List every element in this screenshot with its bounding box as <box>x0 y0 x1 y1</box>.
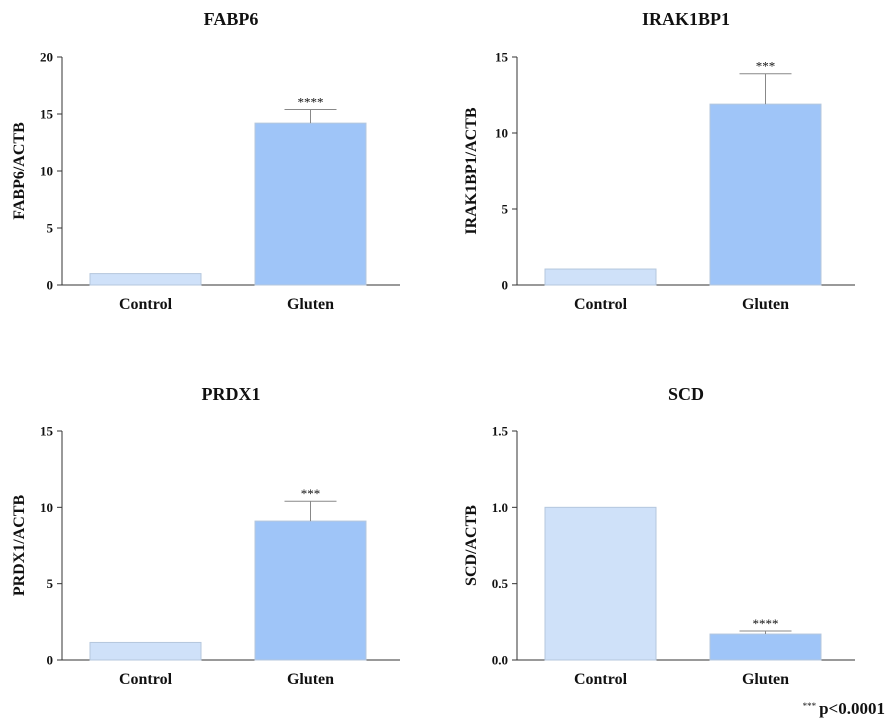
y-tick-label: 15 <box>495 50 509 65</box>
chart-irak1bp1: IRAK1BP1 IRAK1BP1/ACTB 0 5 10 15 Control *** Glu… <box>463 9 855 313</box>
x-tick-label: Control <box>574 296 628 313</box>
bar-gluten <box>254 122 367 286</box>
chart-prdx1: PRDX1 PRDX1/ACTB 0 5 10 15 Control *** Gluten <box>11 384 400 688</box>
y-tick-label: 5 <box>502 202 509 217</box>
footnote-text: p<0.0001 <box>819 699 885 718</box>
bar-control <box>544 268 657 286</box>
significance-footnote: *** p<0.0001 <box>803 699 885 719</box>
y-tick-label: 0 <box>47 653 54 668</box>
footnote-stars: *** <box>802 701 817 711</box>
y-tick-label: 5 <box>47 576 54 591</box>
y-tick-label: 10 <box>40 500 53 515</box>
significance-label: *** <box>301 486 321 501</box>
chart-scd: SCD SCD/ACTB 0.0 0.5 1.0 1.5 Control **** Gluten <box>463 384 855 688</box>
chart-title: PRDX1 <box>202 384 261 404</box>
bar-control <box>89 641 202 661</box>
y-tick-label: 5 <box>47 221 54 236</box>
y-tick-label: 0.5 <box>492 576 509 591</box>
x-tick-label: Gluten <box>742 671 789 688</box>
chart-title: SCD <box>668 384 704 404</box>
x-tick-label: Control <box>574 671 628 688</box>
y-tick-label: 20 <box>40 50 53 65</box>
y-tick-label: 15 <box>40 424 54 439</box>
y-tick-label: 0 <box>502 278 509 293</box>
bar-gluten <box>254 520 367 661</box>
x-tick-label: Control <box>119 671 173 688</box>
bar-control <box>89 273 202 286</box>
x-tick-label: Control <box>119 296 173 313</box>
x-tick-label: Gluten <box>287 671 334 688</box>
y-tick-label: 10 <box>495 126 508 141</box>
y-axis-label: PRDX1/ACTB <box>11 495 28 597</box>
significance-label: *** <box>756 59 776 74</box>
bar-gluten <box>709 103 822 286</box>
y-axis-label: FABP6/ACTB <box>11 122 28 220</box>
y-axis-label: IRAK1BP1/ACTB <box>463 107 480 234</box>
chart-fabp6: FABP6 FABP6/ACTB 0 5 10 15 20 Control **** Gluten <box>11 9 400 313</box>
bar-control <box>544 506 657 661</box>
chart-title: FABP6 <box>204 9 259 29</box>
bar-gluten <box>709 633 822 661</box>
y-tick-label: 1.0 <box>492 500 508 515</box>
y-axis-label: SCD/ACTB <box>463 505 480 586</box>
y-tick-label: 0.0 <box>492 653 508 668</box>
y-tick-label: 0 <box>47 278 54 293</box>
y-tick-label: 1.5 <box>492 424 509 439</box>
x-tick-label: Gluten <box>287 296 334 313</box>
y-tick-label: 15 <box>40 107 54 122</box>
y-tick-label: 10 <box>40 164 53 179</box>
x-tick-label: Gluten <box>742 296 789 313</box>
significance-label: **** <box>753 616 779 631</box>
chart-title: IRAK1BP1 <box>642 9 730 29</box>
significance-label: **** <box>298 94 324 109</box>
